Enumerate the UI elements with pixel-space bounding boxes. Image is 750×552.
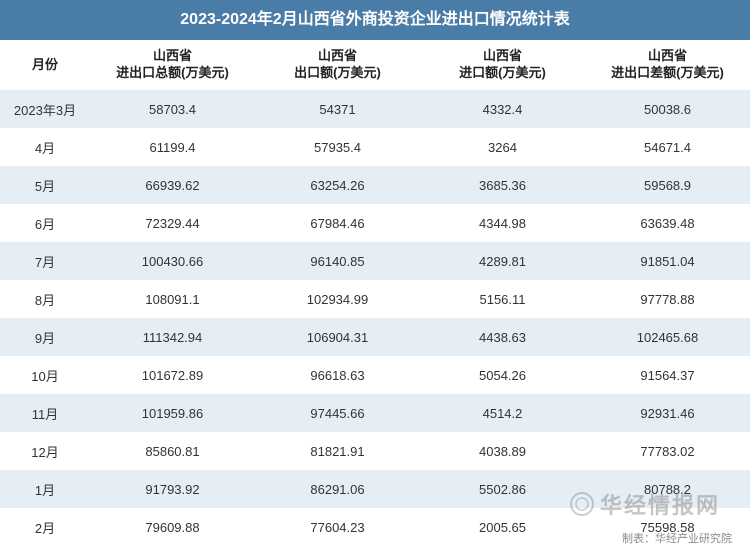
table-row: 5月66939.6263254.263685.3659568.9	[0, 166, 750, 204]
col-total: 山西省进出口总额(万美元)	[90, 40, 255, 90]
cell-import: 4332.4	[420, 90, 585, 128]
cell-export: 63254.26	[255, 166, 420, 204]
cell-balance: 63639.48	[585, 204, 750, 242]
cell-month: 12月	[0, 432, 90, 470]
cell-total: 79609.88	[90, 508, 255, 546]
col-export: 山西省出口额(万美元)	[255, 40, 420, 90]
table-title: 2023-2024年2月山西省外商投资企业进出口情况统计表	[0, 0, 750, 40]
cell-export: 97445.66	[255, 394, 420, 432]
cell-balance: 54671.4	[585, 128, 750, 166]
cell-export: 102934.99	[255, 280, 420, 318]
cell-month: 7月	[0, 242, 90, 280]
cell-total: 66939.62	[90, 166, 255, 204]
cell-total: 91793.92	[90, 470, 255, 508]
col-month: 月份	[0, 40, 90, 90]
col-import: 山西省进口额(万美元)	[420, 40, 585, 90]
cell-month: 9月	[0, 318, 90, 356]
col-balance: 山西省进出口差额(万美元)	[585, 40, 750, 90]
table-row: 1月91793.9286291.065502.8680788.2	[0, 470, 750, 508]
table-row: 4月61199.457935.4326454671.4	[0, 128, 750, 166]
cell-balance: 91851.04	[585, 242, 750, 280]
cell-import: 4289.81	[420, 242, 585, 280]
cell-month: 2023年3月	[0, 90, 90, 128]
cell-import: 5054.26	[420, 356, 585, 394]
cell-import: 4438.63	[420, 318, 585, 356]
cell-total: 111342.94	[90, 318, 255, 356]
cell-export: 86291.06	[255, 470, 420, 508]
cell-balance: 50038.6	[585, 90, 750, 128]
cell-balance: 80788.2	[585, 470, 750, 508]
cell-total: 85860.81	[90, 432, 255, 470]
cell-month: 8月	[0, 280, 90, 318]
footer-credit: 制表：华经产业研究院	[622, 530, 732, 546]
table-row: 2023年3月58703.4543714332.450038.6	[0, 90, 750, 128]
cell-total: 101959.86	[90, 394, 255, 432]
stats-table-container: 2023-2024年2月山西省外商投资企业进出口情况统计表 月份 山西省进出口总…	[0, 0, 750, 546]
cell-import: 3264	[420, 128, 585, 166]
table-row: 6月72329.4467984.464344.9863639.48	[0, 204, 750, 242]
cell-balance: 59568.9	[585, 166, 750, 204]
cell-month: 2月	[0, 508, 90, 546]
cell-import: 4344.98	[420, 204, 585, 242]
cell-import: 4038.89	[420, 432, 585, 470]
table-row: 12月85860.8181821.914038.8977783.02	[0, 432, 750, 470]
cell-total: 101672.89	[90, 356, 255, 394]
cell-month: 6月	[0, 204, 90, 242]
cell-import: 2005.65	[420, 508, 585, 546]
header-row: 月份 山西省进出口总额(万美元) 山西省出口额(万美元) 山西省进口额(万美元)…	[0, 40, 750, 90]
table-row: 11月101959.8697445.664514.292931.46	[0, 394, 750, 432]
cell-export: 106904.31	[255, 318, 420, 356]
cell-total: 108091.1	[90, 280, 255, 318]
cell-export: 77604.23	[255, 508, 420, 546]
cell-month: 10月	[0, 356, 90, 394]
cell-balance: 102465.68	[585, 318, 750, 356]
cell-total: 61199.4	[90, 128, 255, 166]
cell-balance: 91564.37	[585, 356, 750, 394]
cell-month: 1月	[0, 470, 90, 508]
cell-import: 3685.36	[420, 166, 585, 204]
cell-export: 96140.85	[255, 242, 420, 280]
cell-month: 4月	[0, 128, 90, 166]
cell-month: 11月	[0, 394, 90, 432]
cell-balance: 77783.02	[585, 432, 750, 470]
cell-export: 67984.46	[255, 204, 420, 242]
cell-total: 58703.4	[90, 90, 255, 128]
cell-export: 54371	[255, 90, 420, 128]
cell-total: 72329.44	[90, 204, 255, 242]
cell-import: 5502.86	[420, 470, 585, 508]
cell-import: 5156.11	[420, 280, 585, 318]
table-row: 8月108091.1102934.995156.1197778.88	[0, 280, 750, 318]
cell-export: 81821.91	[255, 432, 420, 470]
cell-import: 4514.2	[420, 394, 585, 432]
table-body: 2023年3月58703.4543714332.450038.6 4月61199…	[0, 90, 750, 546]
stats-table: 月份 山西省进出口总额(万美元) 山西省出口额(万美元) 山西省进口额(万美元)…	[0, 40, 750, 546]
cell-total: 100430.66	[90, 242, 255, 280]
cell-export: 57935.4	[255, 128, 420, 166]
cell-export: 96618.63	[255, 356, 420, 394]
table-row: 7月100430.6696140.854289.8191851.04	[0, 242, 750, 280]
table-row: 10月101672.8996618.635054.2691564.37	[0, 356, 750, 394]
table-row: 9月111342.94106904.314438.63102465.68	[0, 318, 750, 356]
cell-balance: 97778.88	[585, 280, 750, 318]
cell-month: 5月	[0, 166, 90, 204]
cell-balance: 92931.46	[585, 394, 750, 432]
